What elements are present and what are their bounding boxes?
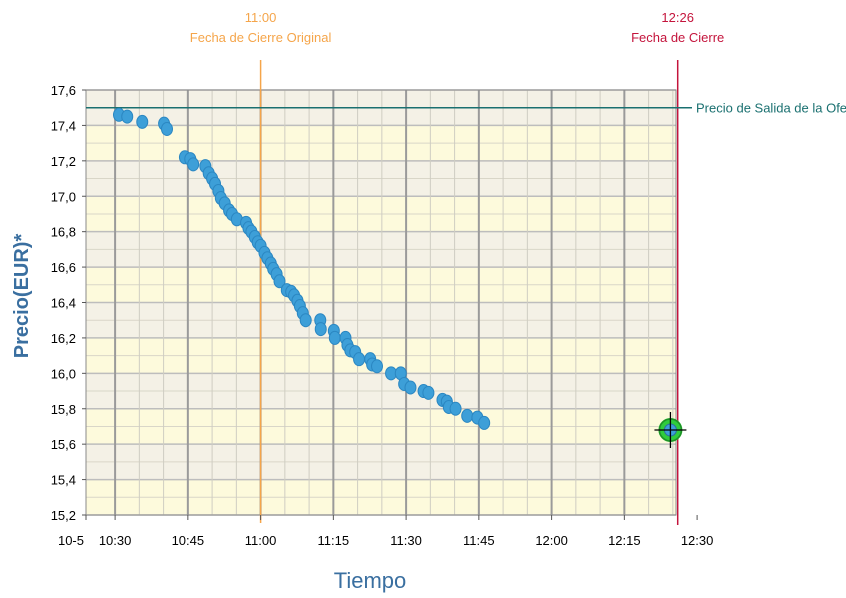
x-tick-label: 10-5	[58, 533, 84, 548]
annotations: 11:00 Fecha de Cierre Original 12:26 Fec…	[190, 10, 846, 116]
data-point	[422, 385, 435, 400]
x-tick-label: 12:15	[608, 533, 641, 548]
data-point	[353, 352, 366, 367]
offer-price-label: Precio de Salida de la Ofe	[696, 101, 846, 116]
y-tick-label: 15,8	[51, 402, 76, 417]
y-tick-label: 16,2	[51, 331, 76, 346]
x-tick-label: 11:45	[463, 533, 495, 548]
close-time: 12:26	[661, 10, 694, 25]
reference-lines	[86, 60, 692, 525]
y-tick-label: 15,2	[51, 508, 76, 523]
data-point	[461, 408, 474, 423]
y-axis-title: Precio(EUR)*	[11, 234, 33, 359]
data-point	[314, 322, 327, 337]
data-point	[328, 330, 341, 345]
data-point	[478, 415, 491, 430]
original-close-time: 11:00	[245, 10, 277, 25]
x-tick-label: 11:30	[390, 533, 422, 548]
y-tick-label: 17,0	[51, 189, 76, 204]
y-tick-label: 17,4	[51, 118, 76, 133]
data-point	[136, 114, 149, 129]
data-points	[112, 107, 491, 430]
x-tick-label: 10:45	[172, 533, 205, 548]
y-tick-label: 15,4	[51, 473, 76, 488]
x-axis-ticks: 10-5 10:30 10:45 11:00 11:15 11:30 11:45 12:00 1…	[58, 515, 713, 548]
x-tick-label: 12:30	[681, 533, 714, 548]
data-point	[273, 274, 286, 289]
y-tick-label: 16,4	[51, 296, 76, 311]
y-tick-label: 16,6	[51, 260, 76, 275]
data-point	[449, 401, 462, 416]
y-tick-label: 16,0	[51, 366, 76, 381]
x-tick-label: 11:00	[245, 533, 277, 548]
y-tick-label: 17,2	[51, 154, 76, 169]
x-tick-label: 10:30	[99, 533, 132, 548]
close-label: Fecha de Cierre	[631, 30, 724, 45]
y-tick-label: 15,6	[51, 437, 76, 452]
x-tick-label: 11:15	[318, 533, 350, 548]
data-point	[299, 313, 312, 328]
x-axis-title: Tiempo	[334, 568, 407, 593]
current-price-marker	[654, 412, 687, 448]
y-tick-label: 16,8	[51, 225, 76, 240]
data-point	[187, 157, 200, 172]
x-tick-label: 12:00	[535, 533, 568, 548]
data-point	[160, 121, 173, 136]
y-tick-label: 17,6	[51, 83, 76, 98]
y-axis-ticks: 15,2 15,4 15,6 15,8 16,0 16,2 16,4 16,6 16,8 17,0…	[51, 83, 86, 523]
data-point	[404, 380, 417, 395]
data-point	[121, 109, 134, 124]
original-close-label: Fecha de Cierre Original	[190, 30, 332, 45]
data-point	[371, 359, 383, 374]
